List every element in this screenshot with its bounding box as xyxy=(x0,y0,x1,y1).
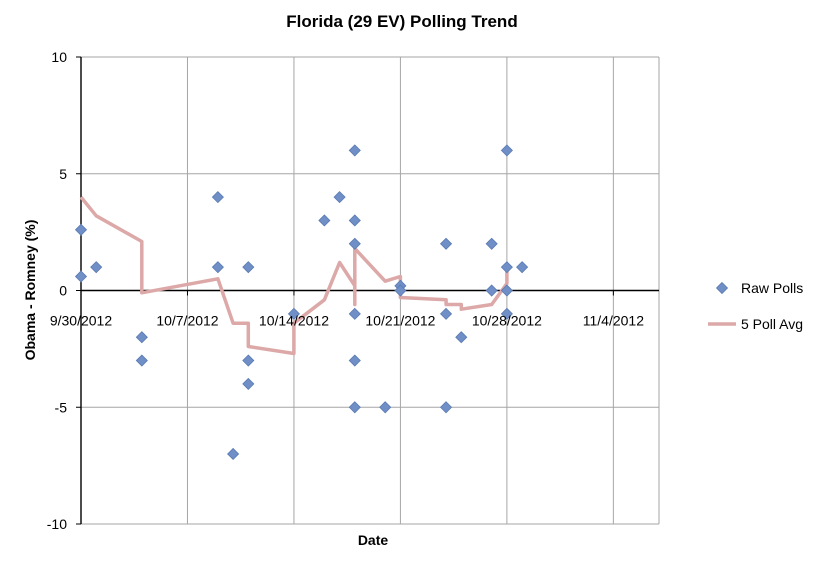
raw-poll-point xyxy=(455,331,468,344)
x-tick-label: 10/28/2012 xyxy=(472,313,542,329)
raw-poll-point xyxy=(500,307,513,320)
y-tick-label: -10 xyxy=(47,516,67,532)
legend-item: 5 Poll Avg xyxy=(708,316,803,332)
raw-poll-point xyxy=(74,270,88,283)
y-tick-label: 0 xyxy=(59,283,67,299)
tick-labels: 10 5 0 -5 -10 9/30/2012 10/7/2012 10/14/2012 10/… xyxy=(47,49,644,532)
raw-poll-point xyxy=(485,284,498,297)
y-axis-title: Obama - Romney (%) xyxy=(22,220,38,361)
raw-poll-point xyxy=(439,401,453,414)
x-axis-title: Date xyxy=(358,532,389,548)
chart-title: Florida (29 EV) Polling Trend xyxy=(286,12,517,31)
legend-item: Raw Polls xyxy=(715,280,803,296)
raw-poll-point xyxy=(242,261,255,274)
y-tick-label: 5 xyxy=(59,166,67,182)
x-tick-label: 10/14/2012 xyxy=(259,313,329,329)
y-tick-label: 10 xyxy=(51,49,67,65)
raw-poll-point xyxy=(333,191,346,204)
raw-poll-point xyxy=(379,401,392,414)
series-points xyxy=(74,144,529,461)
raw-poll-point xyxy=(500,144,513,157)
legend-label: Raw Polls xyxy=(741,280,803,296)
raw-poll-point xyxy=(485,237,498,250)
raw-poll-point xyxy=(394,284,407,297)
y-tick-label: -5 xyxy=(55,399,68,415)
raw-poll-point xyxy=(439,307,453,320)
raw-poll-point xyxy=(135,354,148,367)
x-tick-label: 10/21/2012 xyxy=(365,313,435,329)
raw-poll-point xyxy=(500,261,513,274)
legend-label: 5 Poll Avg xyxy=(741,316,803,332)
raw-poll-point xyxy=(348,214,361,227)
raw-poll-point xyxy=(211,261,224,274)
raw-poll-point xyxy=(287,307,301,320)
raw-poll-point xyxy=(348,144,361,157)
legend-diamond-swatch xyxy=(715,281,729,295)
x-tick-label: 9/30/2012 xyxy=(50,313,112,329)
raw-poll-point xyxy=(90,261,103,274)
raw-poll-point xyxy=(318,214,331,227)
series-lines xyxy=(79,195,509,356)
raw-poll-point xyxy=(516,261,529,274)
raw-poll-point xyxy=(242,354,255,367)
raw-poll-point xyxy=(211,191,224,204)
raw-poll-point xyxy=(135,331,148,344)
raw-poll-point xyxy=(439,237,453,250)
raw-poll-point xyxy=(348,307,361,320)
x-tick-label: 11/4/2012 xyxy=(583,313,644,329)
raw-poll-point xyxy=(500,284,513,297)
x-tick-label: 10/7/2012 xyxy=(156,313,218,329)
legend: Raw Polls 5 Poll Avg xyxy=(708,280,803,332)
raw-poll-point xyxy=(242,377,255,390)
raw-poll-point xyxy=(348,237,361,250)
raw-poll-point xyxy=(348,354,361,367)
series-line-5-poll-avg xyxy=(79,195,509,356)
raw-poll-point xyxy=(348,401,361,414)
raw-poll-point xyxy=(227,447,240,461)
raw-poll-point xyxy=(74,223,88,236)
